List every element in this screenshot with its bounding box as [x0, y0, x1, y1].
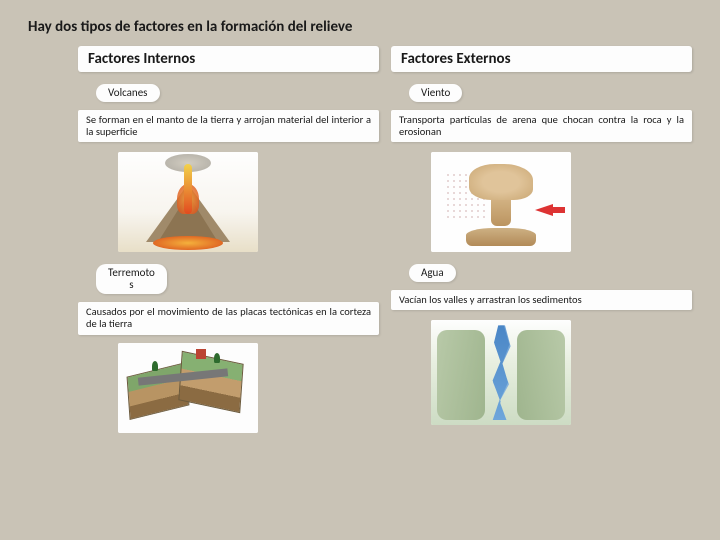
page-title: Hay dos tipos de factores en la formació…: [28, 18, 692, 36]
image-river: [431, 320, 571, 425]
desc-terremotos: Causados por el movimiento de las placas…: [78, 302, 379, 334]
desc-viento: Transporta partículas de arena que choca…: [391, 110, 692, 142]
column-externos: Factores Externos Viento Transporta part…: [391, 46, 692, 439]
header-externos: Factores Externos: [391, 46, 692, 72]
label-volcanes: Volcanes: [96, 84, 160, 102]
two-column-layout: Factores Internos Volcanes Se forman en …: [78, 46, 692, 439]
desc-volcanes: Se forman en el manto de la tierra y arr…: [78, 110, 379, 142]
label-terremotos: Terremoto s: [96, 264, 167, 294]
label-viento: Viento: [409, 84, 462, 102]
desc-agua: Vacían los valles y arrastran los sedime…: [391, 290, 692, 310]
header-internos: Factores Internos: [78, 46, 379, 72]
label-agua: Agua: [409, 264, 456, 282]
image-tectonic: [118, 343, 258, 433]
image-wind-erosion: [431, 152, 571, 252]
column-internos: Factores Internos Volcanes Se forman en …: [78, 46, 379, 439]
image-volcano: [118, 152, 258, 252]
